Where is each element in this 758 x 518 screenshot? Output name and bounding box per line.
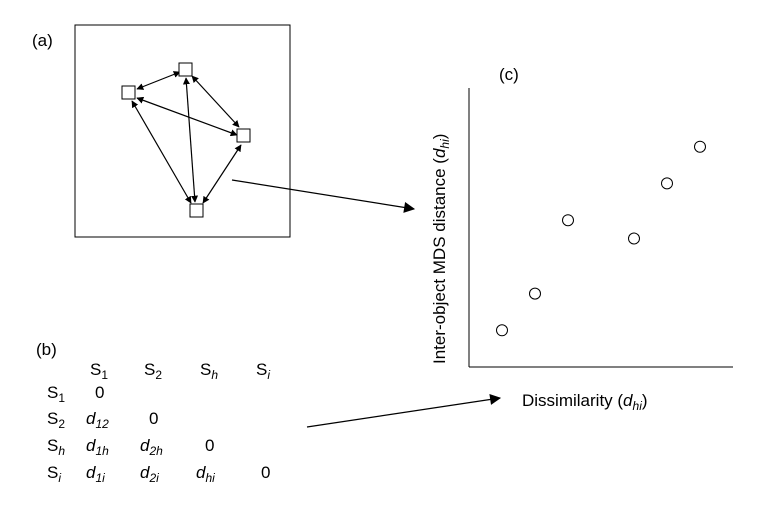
matrix-cell: 0 (149, 409, 158, 428)
y-axis-label: Inter-object MDS distance (dhi) (430, 134, 452, 364)
scatter-points (496, 140, 706, 337)
matrix-row-header: S1 (47, 383, 65, 405)
object-node-2 (178, 62, 193, 77)
matrix-cell: 0 (95, 383, 104, 402)
matrix-row-header: S2 (47, 409, 65, 431)
panel-a-frame (74, 24, 291, 238)
matrix-cell: 0 (261, 463, 270, 482)
matrix-cell: d2i (140, 463, 159, 485)
object-node-4 (189, 203, 204, 218)
scatter-point (628, 232, 640, 245)
arrow-b-to-c (306, 394, 502, 428)
matrix-cell: d12 (86, 409, 109, 431)
matrix-col-header: Si (256, 360, 270, 382)
object-node-1 (121, 85, 136, 100)
scatter-point (496, 324, 508, 337)
x-axis-label: Dissimilarity (dhi) (522, 391, 648, 413)
matrix-col-header: S2 (144, 360, 162, 382)
matrix-row-header: Si (47, 463, 61, 485)
scatter-point (562, 214, 574, 227)
matrix-cell: d1i (86, 463, 105, 485)
edge-1-3 (136, 96, 238, 137)
edge-1-2 (136, 71, 181, 90)
matrix-col-header: S1 (90, 360, 108, 382)
scatter-point (694, 140, 706, 153)
matrix-col-header: Sh (200, 360, 218, 382)
scatter-point (661, 177, 673, 190)
edge-1-4 (131, 100, 192, 204)
arrow-a-to-c (231, 179, 416, 213)
matrix-cell: 0 (205, 436, 214, 455)
matrix-cell: dhi (196, 463, 215, 485)
edge-2-4 (182, 77, 199, 203)
object-network (121, 62, 251, 218)
scatter-point (529, 287, 541, 300)
edge-3-4 (202, 144, 242, 204)
edge-2-3 (191, 75, 240, 128)
matrix-row-header: Sh (47, 436, 65, 458)
matrix-cell: d1h (86, 436, 109, 458)
panel-b-label: (b) (36, 340, 57, 359)
panel-c-label: (c) (499, 65, 519, 84)
panel-a-label: (a) (32, 31, 53, 50)
matrix-cell: d2h (140, 436, 163, 458)
object-node-3 (236, 128, 251, 143)
